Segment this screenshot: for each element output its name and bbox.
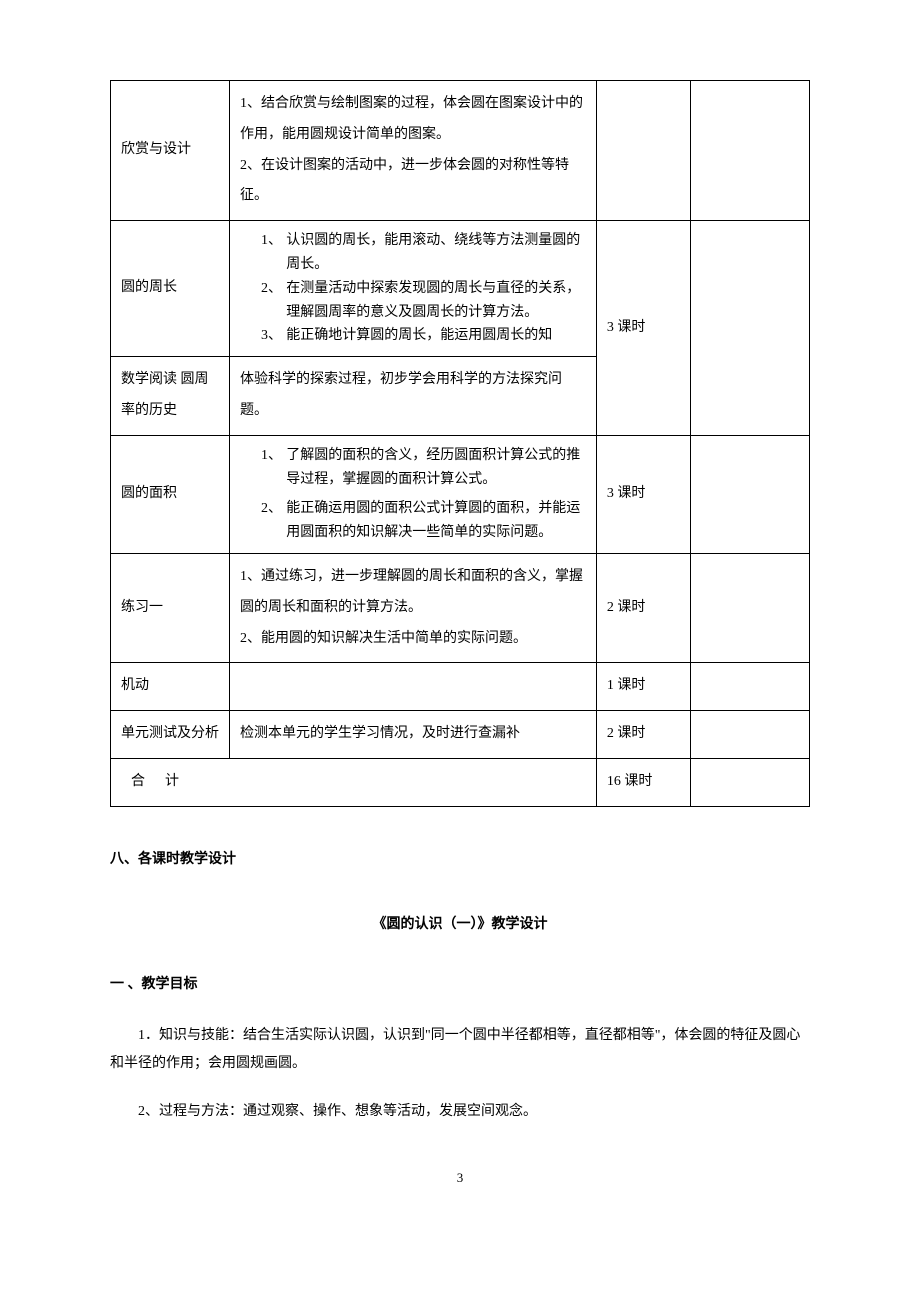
- note-cell: [691, 711, 810, 759]
- hours-cell: 3 课时: [596, 221, 690, 436]
- hours-cell: 3 课时: [596, 435, 690, 553]
- table-row: 欣赏与设计 1、结合欣赏与绘制图案的过程，体会圆在图案设计中的作用，能用圆规设计…: [111, 81, 810, 221]
- note-cell: [691, 663, 810, 711]
- hours-cell: 2 课时: [596, 711, 690, 759]
- topic-cell: 机动: [111, 663, 230, 711]
- content-cell: 1、通过练习，进一步理解圆的周长和面积的含义，掌握圆的周长和面积的计算方法。 2…: [230, 553, 597, 662]
- content-list: 1、了解圆的面积的含义，经历圆面积计算公式的推导过程，掌握圆的面积计算公式。 2…: [240, 444, 586, 545]
- total-row: 合计 16 课时: [111, 758, 810, 806]
- content-cell: 1、了解圆的面积的含义，经历圆面积计算公式的推导过程，掌握圆的面积计算公式。 2…: [230, 435, 597, 553]
- item-number: 2、: [261, 277, 282, 301]
- list-item: 3、能正确地计算圆的周长，能运用圆周长的知: [261, 324, 586, 348]
- paragraph: 1．知识与技能：结合生活实际认识圆，认识到"同一个圆中半径都相等，直径都相等"，…: [110, 1022, 810, 1078]
- section-heading: 八、各课时教学设计: [110, 847, 810, 872]
- content-text: 1、结合欣赏与绘制图案的过程，体会圆在图案设计中的作用，能用圆规设计简单的图案。…: [240, 96, 583, 203]
- list-item: 2、能正确运用圆的面积公式计算圆的面积，并能运用圆面积的知识解决一些简单的实际问…: [261, 497, 586, 545]
- item-number: 2、: [261, 497, 282, 521]
- list-item: 1、认识圆的周长，能用滚动、绕线等方法测量圆的周长。: [261, 229, 586, 277]
- document-title: 《圆的认识（一）》教学设计: [110, 912, 810, 937]
- note-cell: [691, 221, 810, 436]
- note-cell: [691, 81, 810, 221]
- total-label-cell: 合计: [111, 758, 597, 806]
- table-row: 圆的周长 1、认识圆的周长，能用滚动、绕线等方法测量圆的周长。 2、在测量活动中…: [111, 221, 810, 357]
- content-list: 1、认识圆的周长，能用滚动、绕线等方法测量圆的周长。 2、在测量活动中探索发现圆…: [240, 229, 586, 348]
- paragraph: 2、过程与方法：通过观察、操作、想象等活动，发展空间观念。: [110, 1098, 810, 1126]
- note-cell: [691, 435, 810, 553]
- item-text: 在测量活动中探索发现圆的周长与直径的关系，理解圆周率的意义及圆周长的计算方法。: [286, 281, 580, 320]
- item-text: 了解圆的面积的含义，经历圆面积计算公式的推导过程，掌握圆的面积计算公式。: [286, 448, 580, 487]
- topic-cell: 单元测试及分析: [111, 711, 230, 759]
- content-cell: 1、认识圆的周长，能用滚动、绕线等方法测量圆的周长。 2、在测量活动中探索发现圆…: [230, 221, 597, 357]
- item-number: 1、: [261, 444, 282, 468]
- content-cell: 检测本单元的学生学习情况，及时进行查漏补: [230, 711, 597, 759]
- topic-cell: 圆的面积: [111, 435, 230, 553]
- curriculum-table: 欣赏与设计 1、结合欣赏与绘制图案的过程，体会圆在图案设计中的作用，能用圆规设计…: [110, 80, 810, 807]
- item-text: 能正确地计算圆的周长，能运用圆周长的知: [286, 328, 552, 343]
- content-text: 1、通过练习，进一步理解圆的周长和面积的含义，掌握圆的周长和面积的计算方法。 2…: [240, 569, 583, 646]
- content-cell: [230, 663, 597, 711]
- item-text: 能正确运用圆的面积公式计算圆的面积，并能运用圆面积的知识解决一些简单的实际问题。: [286, 501, 580, 540]
- table-row: 单元测试及分析 检测本单元的学生学习情况，及时进行查漏补 2 课时: [111, 711, 810, 759]
- item-text: 认识圆的周长，能用滚动、绕线等方法测量圆的周长。: [286, 233, 580, 272]
- item-number: 1、: [261, 229, 282, 253]
- content-cell: 1、结合欣赏与绘制图案的过程，体会圆在图案设计中的作用，能用圆规设计简单的图案。…: [230, 81, 597, 221]
- goals-heading: 一 、教学目标: [110, 972, 810, 997]
- total-hours-cell: 16 课时: [596, 758, 690, 806]
- list-item: 2、在测量活动中探索发现圆的周长与直径的关系，理解圆周率的意义及圆周长的计算方法…: [261, 277, 586, 325]
- table-row: 机动 1 课时: [111, 663, 810, 711]
- hours-cell: [596, 81, 690, 221]
- content-cell: 体验科学的探索过程，初步学会用科学的方法探究问题。: [230, 357, 597, 436]
- hours-cell: 2 课时: [596, 553, 690, 662]
- hours-cell: 1 课时: [596, 663, 690, 711]
- note-cell: [691, 553, 810, 662]
- topic-cell: 圆的周长: [111, 221, 230, 357]
- list-item: 1、了解圆的面积的含义，经历圆面积计算公式的推导过程，掌握圆的面积计算公式。: [261, 444, 586, 492]
- page-number: 3: [110, 1166, 810, 1189]
- topic-cell: 练习一: [111, 553, 230, 662]
- item-number: 3、: [261, 324, 282, 348]
- table-row: 圆的面积 1、了解圆的面积的含义，经历圆面积计算公式的推导过程，掌握圆的面积计算…: [111, 435, 810, 553]
- note-cell: [691, 758, 810, 806]
- topic-cell: 欣赏与设计: [111, 81, 230, 221]
- table-row: 练习一 1、通过练习，进一步理解圆的周长和面积的含义，掌握圆的周长和面积的计算方…: [111, 553, 810, 662]
- topic-cell: 数学阅读 圆周率的历史: [111, 357, 230, 436]
